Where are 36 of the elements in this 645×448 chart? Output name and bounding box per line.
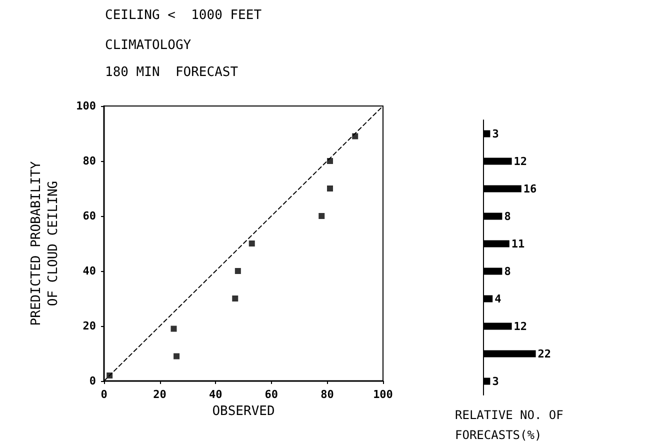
x-axis-title: OBSERVED <box>212 404 275 419</box>
data-label: 16 <box>523 182 538 196</box>
y-tick-label: 40 <box>82 264 96 278</box>
data-label: 3 <box>492 127 499 140</box>
chart-subtitle: CLIMATOLOGY 180 MIN FORECAST <box>105 38 238 80</box>
chart-title: CEILING < 1000 FEET <box>105 8 262 23</box>
point <box>170 326 177 332</box>
point <box>234 268 241 274</box>
y-axis-title: PREDICTED PROBABILITY OF CLOUD CEILING <box>29 161 61 326</box>
x-tick-label: 100 <box>373 388 393 401</box>
y-tick-label: 60 <box>82 210 96 222</box>
point <box>352 133 358 140</box>
x-tick-label: 0 <box>100 388 108 401</box>
x-axis-title: RELATIVE NO. OF FORECASTS(%) <box>455 408 564 442</box>
x-tick-label: 40 <box>208 388 222 401</box>
y-tick-label: 20 <box>82 320 96 332</box>
point <box>174 353 180 360</box>
point <box>318 213 325 219</box>
data-label: 22 <box>538 347 552 360</box>
y-tick-label: 100 <box>76 100 96 112</box>
point <box>326 186 333 192</box>
x-tick-label: 20 <box>153 388 166 401</box>
y-tick-label: 0 <box>89 374 96 388</box>
x-tick-label: 80 <box>320 388 334 401</box>
data-label: 8 <box>504 264 511 278</box>
point <box>232 296 238 302</box>
data-label: 3 <box>492 374 499 388</box>
data-label: 4 <box>494 292 502 306</box>
point <box>248 240 255 246</box>
data-label: 8 <box>504 210 511 223</box>
data-label: 12 <box>514 320 528 333</box>
y-tick-label: 80 <box>82 154 96 168</box>
x-tick-label: 60 <box>264 388 278 401</box>
data-label: 12 <box>514 154 528 168</box>
point <box>326 158 333 164</box>
data-label: 11 <box>511 237 526 250</box>
